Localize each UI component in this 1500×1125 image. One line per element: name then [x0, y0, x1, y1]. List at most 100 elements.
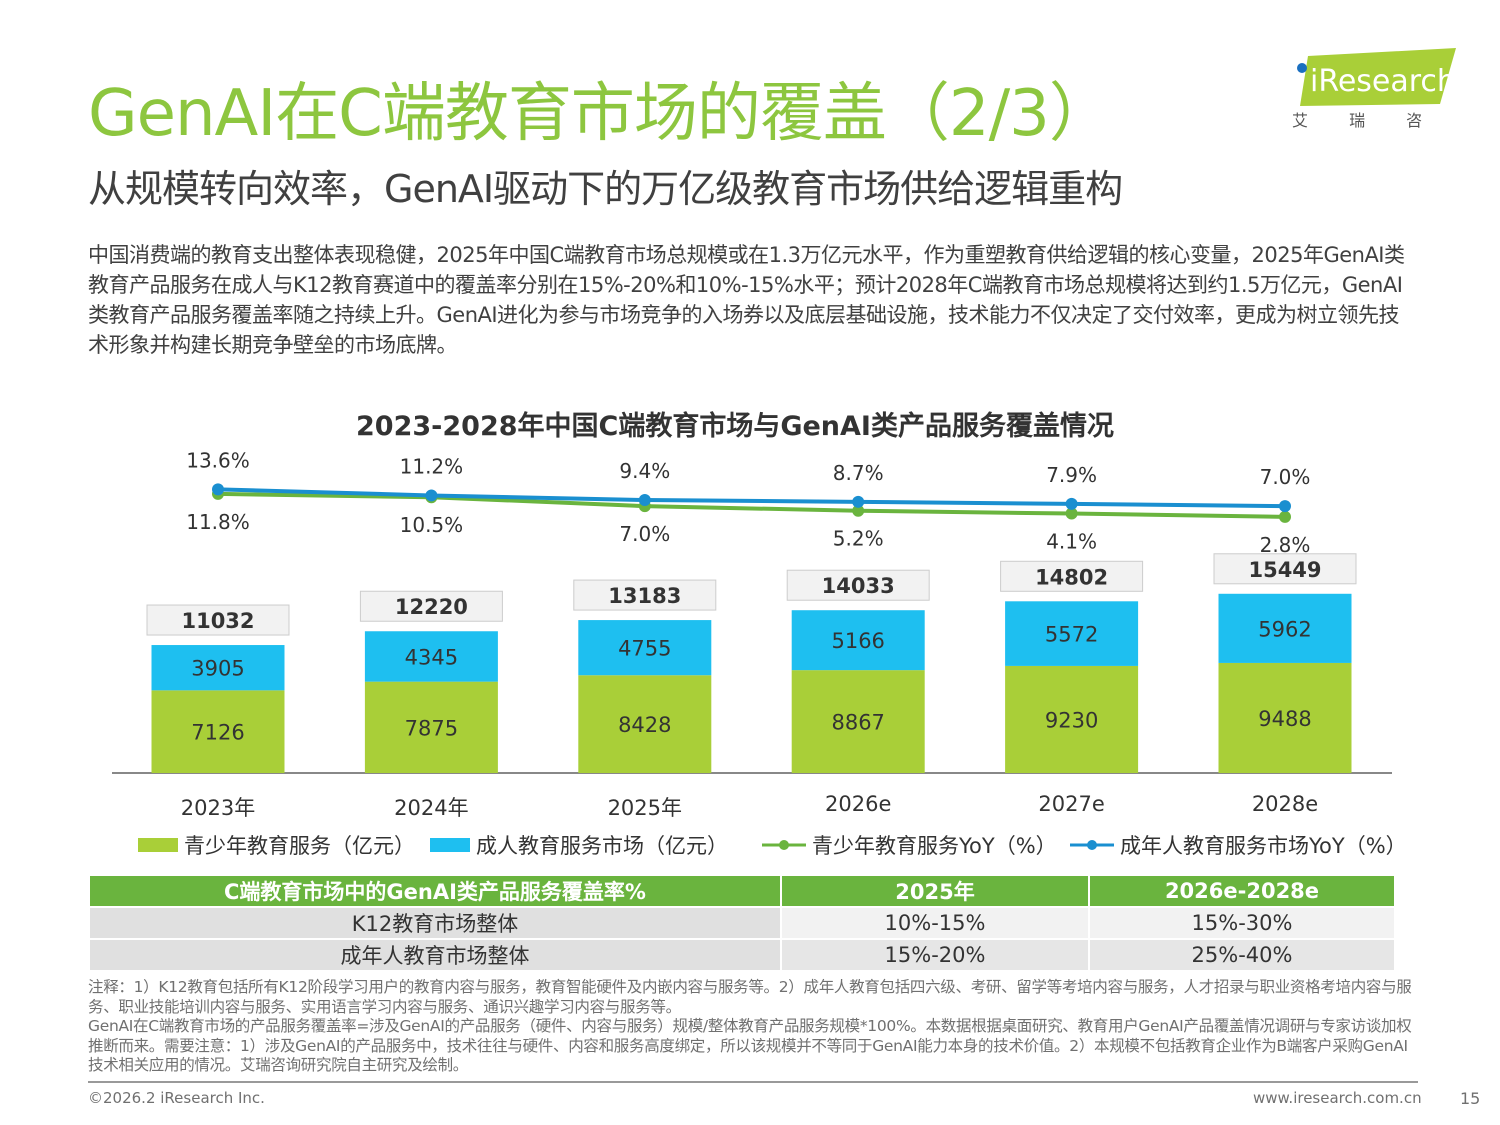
bar-label-adult: 3905 — [191, 657, 244, 681]
bar-label-adult: 5166 — [831, 629, 884, 653]
line-point — [1065, 507, 1078, 520]
iresearch-logo: iResearch 艾 瑞 咨 询 — [1292, 48, 1460, 130]
footer-divider — [88, 1081, 1418, 1083]
bar-youth — [578, 675, 712, 773]
table-header: 2026e-2028e — [1088, 874, 1396, 908]
website-link[interactable]: www.iresearch.com.cn — [1253, 1089, 1422, 1107]
x-tick-label: 2024年 — [394, 796, 468, 820]
line-point — [1279, 510, 1291, 523]
line-label: 7.0% — [1260, 465, 1311, 489]
x-tick-label: 2026e — [825, 792, 891, 816]
line-label: 11.8% — [186, 510, 250, 534]
page-number: 15 — [1460, 1089, 1481, 1108]
bar-label-youth: 8867 — [831, 711, 884, 735]
bar-youth — [791, 670, 925, 773]
bar-label-adult: 4755 — [618, 637, 671, 661]
chart-title: 2023-2028年中国C端教育市场与GenAI类产品服务覆盖情况 — [356, 411, 1114, 442]
legend-label: 青少年教育服务YoY（%） — [812, 834, 1057, 858]
bar-youth — [364, 681, 498, 773]
bar-label-youth: 9488 — [1258, 707, 1311, 731]
line-label: 2.8% — [1260, 533, 1311, 557]
total-box — [1000, 560, 1144, 592]
table-cell: 15%-20% — [780, 938, 1090, 972]
legend-swatch — [138, 838, 178, 852]
table-cell: K12教育市场整体 — [88, 906, 782, 940]
bar-adult — [791, 610, 925, 671]
bar-adult — [1218, 593, 1352, 663]
line-label: 5.2% — [833, 527, 884, 551]
legend-item-youth-yoy: 青少年教育服务YoY（%） — [762, 830, 1057, 860]
line-point — [212, 483, 224, 496]
total-box — [1213, 553, 1357, 585]
legend-item-adult-yoy: 成年人教育服务市场YoY（%） — [1070, 830, 1407, 860]
legend-line-swatch — [1070, 840, 1114, 850]
logo-text: iResearch — [1310, 64, 1456, 99]
x-tick-label: 2028e — [1252, 792, 1318, 816]
line-label: 7.9% — [1046, 463, 1097, 487]
legend-item-youth: 青少年教育服务（亿元） — [138, 830, 415, 860]
bar-label-adult: 4345 — [405, 645, 458, 669]
total-box — [573, 579, 717, 611]
page-title: GenAI在C端教育市场的覆盖（2/3） — [88, 77, 1113, 151]
bar-adult — [364, 631, 498, 682]
table-header: 2025年 — [780, 874, 1090, 908]
table-cell: 成年人教育市场整体 — [88, 938, 782, 972]
table-header: C端教育市场中的GenAI类产品服务覆盖率% — [88, 874, 782, 908]
bar-label-youth: 7875 — [405, 716, 458, 740]
bar-adult — [151, 645, 285, 691]
bar-youth — [151, 690, 285, 773]
bar-adult — [578, 620, 712, 676]
copyright: ©2026.2 iResearch Inc. — [88, 1089, 265, 1107]
bar-label-youth: 8428 — [618, 713, 671, 737]
line-label: 11.2% — [400, 454, 464, 478]
line-point — [852, 495, 865, 508]
line-youth-yoy — [217, 491, 1286, 519]
bar-label-adult: 5572 — [1045, 623, 1098, 647]
notes: 注释：1）K12教育包括所有K12阶段学习用户的教育内容与服务，教育智能硬件及内… — [88, 978, 1418, 1076]
chart-plot: 7126 3905 11032 2023年 7875 4345 12220 2024年 8428… — [112, 448, 1392, 820]
bar-label-adult: 5962 — [1258, 617, 1311, 641]
line-label: 4.1% — [1046, 530, 1097, 554]
table-row: K12教育市场整体 10%-15% 15%-30% — [88, 906, 1396, 940]
total-label: 11032 — [181, 609, 254, 633]
legend-line-swatch — [762, 840, 806, 850]
total-box — [146, 604, 290, 636]
line-point — [852, 504, 865, 517]
note: 注释：1）K12教育包括所有K12阶段学习用户的教育内容与服务，教育智能硬件及内… — [88, 978, 1412, 1016]
legend-label: 成人教育服务市场（亿元） — [476, 834, 728, 858]
table-cell: 15%-30% — [1088, 906, 1396, 940]
bar-adult — [1005, 601, 1139, 666]
line-label: 9.4% — [619, 459, 670, 483]
total-label: 13183 — [608, 584, 681, 608]
line-point — [425, 489, 438, 502]
line-point — [1065, 497, 1078, 510]
coverage-table: C端教育市场中的GenAI类产品服务覆盖率% 2025年 2026e-2028e K… — [88, 874, 1396, 972]
line-adult-yoy — [217, 487, 1286, 509]
line-label: 13.6% — [186, 448, 250, 472]
bar-label-youth: 9230 — [1045, 708, 1098, 732]
note: GenAI在C端教育市场的产品服务覆盖率=涉及GenAI的产品服务（硬件、内容与… — [88, 1017, 1412, 1074]
legend-item-adult: 成人教育服务市场（亿元） — [430, 830, 728, 860]
x-tick-label: 2023年 — [181, 796, 255, 820]
page-subtitle: 从规模转向效率，GenAI驱动下的万亿级教育市场供给逻辑重构 — [88, 167, 1123, 211]
table-row: 成年人教育市场整体 15%-20% 25%-40% — [88, 938, 1396, 972]
logo-cn: 艾 瑞 咨 询 — [1292, 111, 1460, 130]
line-label: 10.5% — [400, 513, 464, 537]
total-box — [359, 590, 503, 622]
total-label: 14033 — [822, 574, 895, 598]
line-point — [1279, 500, 1291, 513]
legend-label: 青少年教育服务（亿元） — [184, 834, 415, 858]
legend-label: 成年人教育服务市场YoY（%） — [1120, 834, 1407, 858]
total-label: 14802 — [1035, 565, 1108, 589]
bar-label-youth: 7126 — [191, 721, 244, 745]
table-cell: 10%-15% — [780, 906, 1090, 940]
table-cell: 25%-40% — [1088, 938, 1396, 972]
bar-youth — [1218, 662, 1352, 773]
x-tick-label: 2025年 — [608, 796, 682, 820]
line-label: 8.7% — [833, 461, 884, 485]
intro-paragraph: 中国消费端的教育支出整体表现稳健，2025年中国C端教育市场总规模或在1.3万亿… — [88, 243, 1405, 357]
bar-youth — [1005, 665, 1139, 773]
legend-swatch — [430, 838, 470, 852]
total-label: 15449 — [1248, 558, 1321, 582]
line-point — [638, 494, 651, 507]
